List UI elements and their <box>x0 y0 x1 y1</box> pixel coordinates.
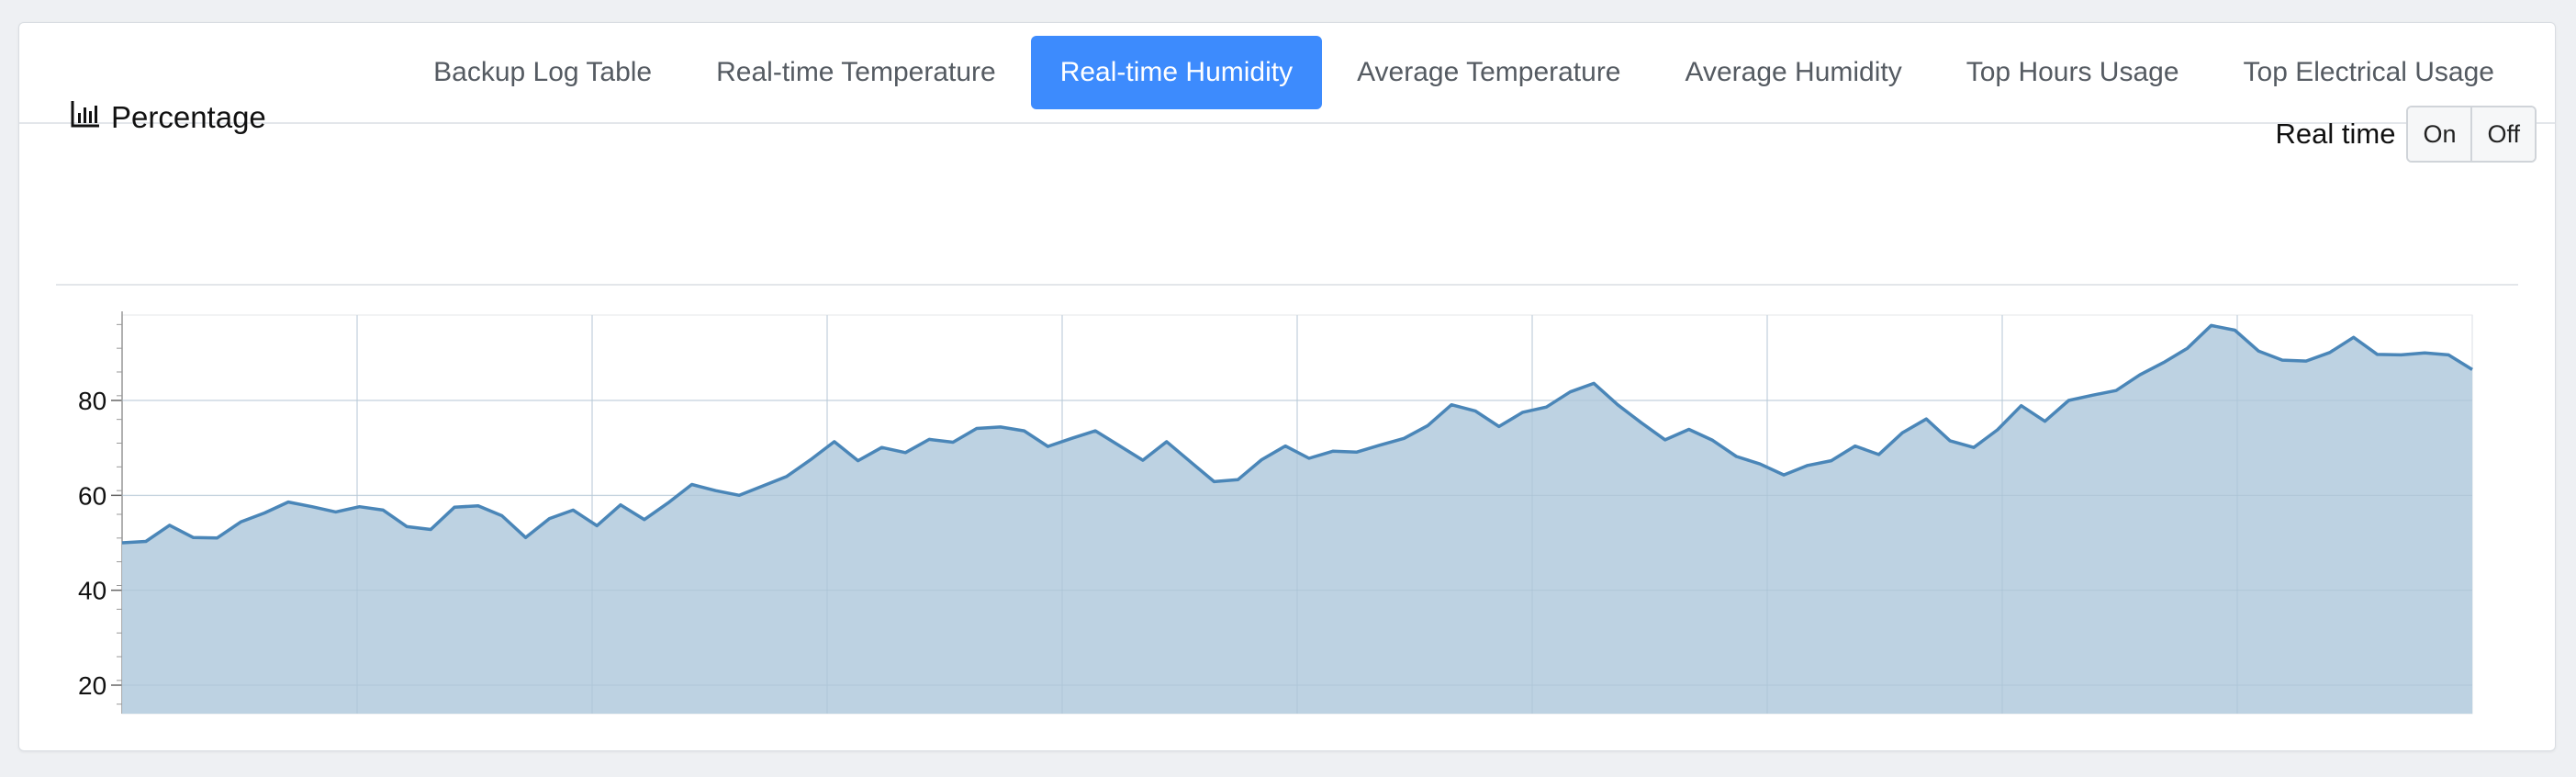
series-line <box>121 323 2473 545</box>
dashboard-card: Backup Log Table Real-time Temperature R… <box>18 22 2556 751</box>
tab-average-humidity[interactable]: Average Humidity <box>1685 57 1902 87</box>
tab-average-temperature[interactable]: Average Temperature <box>1357 57 1621 87</box>
panel-title: Percentage <box>71 100 266 135</box>
y-tick-label: 80 <box>78 387 106 415</box>
panel-title-text: Percentage <box>111 100 266 134</box>
realtime-control: Real time On Off <box>2276 106 2537 163</box>
y-tick-label: 60 <box>78 481 106 510</box>
realtime-label: Real time <box>2275 118 2396 150</box>
realtime-toggle: On Off <box>2406 106 2537 163</box>
realtime-on-button[interactable]: On <box>2408 107 2471 161</box>
panel-header <box>56 124 2518 286</box>
y-tick-label: 40 <box>78 577 106 605</box>
tab-top-hours-usage[interactable]: Top Hours Usage <box>1966 57 2179 87</box>
tab-top-electrical-usage[interactable]: Top Electrical Usage <box>2243 57 2494 87</box>
bar-chart-icon <box>71 100 100 135</box>
tab-real-time-humidity[interactable]: Real-time Humidity <box>1030 36 1323 109</box>
y-tick-label: 20 <box>78 671 106 700</box>
tab-bar: Backup Log Table Real-time Temperature R… <box>19 23 2555 124</box>
realtime-off-button[interactable]: Off <box>2470 107 2535 161</box>
humidity-area-chart: 20 40 60 80 <box>78 311 2473 715</box>
tab-real-time-temperature[interactable]: Real-time Temperature <box>716 57 996 87</box>
tab-backup-log-table[interactable]: Backup Log Table <box>433 57 653 87</box>
